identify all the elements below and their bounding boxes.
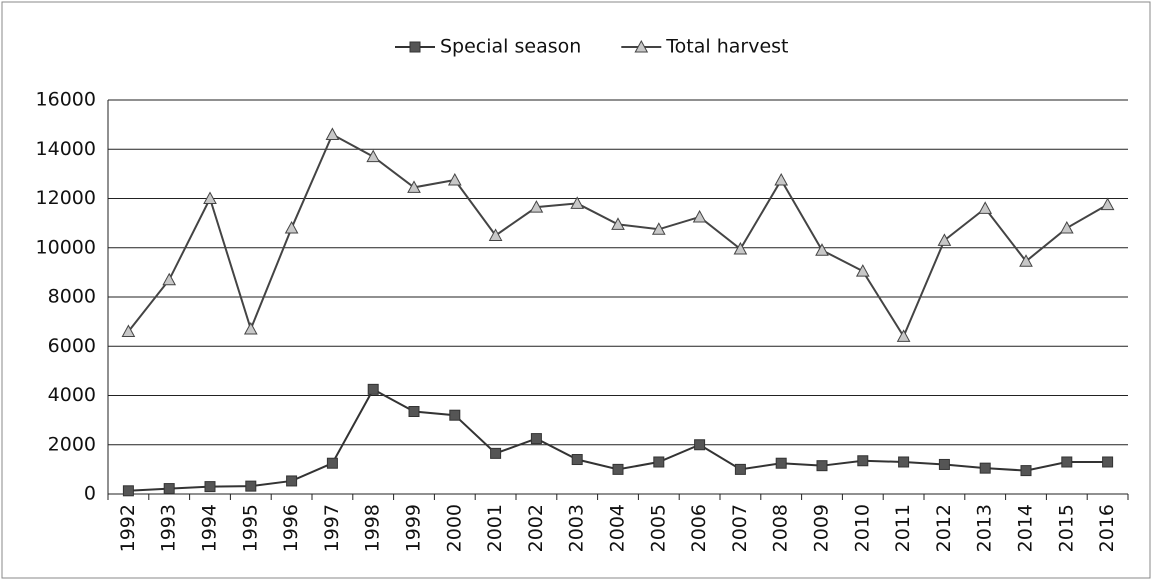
marker — [325, 127, 340, 140]
marker — [815, 243, 829, 256]
x-tick-label: 2008 — [770, 504, 792, 552]
marker — [409, 41, 421, 53]
x-tick-label: 1994 — [199, 504, 221, 552]
marker — [855, 264, 870, 277]
marker — [162, 272, 177, 286]
marker — [816, 460, 828, 472]
x-tick-label: 2012 — [933, 504, 955, 552]
x-tick-label: 2016 — [1096, 504, 1118, 552]
x-tick-label: 1999 — [403, 504, 425, 552]
legend-label: Total harvest — [665, 36, 788, 58]
marker — [243, 321, 258, 335]
y-tick-label: 8000 — [48, 286, 96, 308]
x-tick-label: 2007 — [729, 504, 751, 552]
marker — [938, 458, 950, 470]
marker — [1100, 197, 1115, 211]
marker — [979, 462, 991, 474]
marker — [326, 457, 338, 469]
x-tick-label: 2002 — [525, 504, 547, 552]
marker — [570, 196, 585, 209]
marker — [651, 222, 666, 235]
marker — [447, 172, 462, 186]
marker — [488, 228, 503, 241]
x-tick-label: 2009 — [811, 504, 833, 552]
marker — [203, 191, 217, 204]
x-tick-label: 2000 — [443, 504, 465, 552]
x-tick-label: 2015 — [1055, 504, 1077, 552]
x-tick-label: 2010 — [851, 504, 873, 552]
marker — [611, 217, 625, 230]
x-tick-label: 1998 — [362, 504, 384, 552]
x-tick-label: 2006 — [688, 504, 710, 552]
marker — [571, 454, 583, 466]
y-tick-label: 10000 — [36, 236, 96, 258]
x-tick-label: 1996 — [280, 504, 302, 552]
marker — [530, 433, 542, 445]
marker — [694, 439, 706, 451]
marker — [1019, 254, 1033, 267]
marker — [407, 180, 421, 193]
x-tick-label: 2013 — [974, 504, 996, 552]
marker — [896, 329, 911, 342]
x-tick-label: 2003 — [566, 504, 588, 552]
marker — [367, 383, 379, 395]
marker — [163, 483, 175, 495]
marker — [1102, 456, 1114, 468]
marker — [937, 233, 952, 246]
marker — [775, 457, 787, 469]
y-tick-label: 0 — [84, 483, 96, 505]
marker — [245, 480, 257, 492]
marker — [857, 455, 869, 467]
marker — [692, 209, 707, 223]
x-tick-label: 1992 — [117, 504, 139, 552]
y-tick-label: 14000 — [36, 138, 96, 160]
marker — [1059, 221, 1074, 234]
marker — [366, 149, 381, 163]
x-tick-label: 2005 — [647, 504, 669, 552]
x-tick-label: 2014 — [1015, 504, 1037, 552]
y-tick-label: 6000 — [48, 335, 96, 357]
marker — [529, 200, 544, 213]
marker — [898, 456, 910, 468]
marker — [1020, 465, 1032, 477]
marker — [978, 201, 993, 214]
marker — [204, 481, 216, 493]
x-tick-label: 2001 — [484, 504, 506, 552]
x-tick-label: 1995 — [239, 504, 261, 552]
x-tick-label: 1993 — [158, 504, 180, 552]
marker — [284, 221, 299, 234]
marker — [449, 409, 461, 421]
x-tick-label: 2004 — [607, 504, 629, 552]
legend-label: Special season — [440, 36, 581, 58]
marker — [634, 39, 649, 53]
marker — [408, 406, 420, 418]
x-tick-label: 2011 — [892, 504, 914, 552]
marker — [733, 241, 748, 255]
y-tick-label: 12000 — [36, 187, 96, 209]
y-tick-label: 16000 — [36, 89, 96, 111]
x-tick-label: 1997 — [321, 504, 343, 552]
marker — [286, 475, 298, 487]
marker — [122, 485, 134, 497]
marker — [653, 456, 665, 468]
marker — [121, 324, 136, 337]
marker — [612, 463, 624, 475]
marker — [774, 172, 789, 186]
marker — [1061, 456, 1073, 468]
marker — [490, 447, 502, 459]
marker — [734, 463, 746, 475]
y-tick-label: 2000 — [48, 433, 96, 455]
y-tick-label: 4000 — [48, 384, 96, 406]
